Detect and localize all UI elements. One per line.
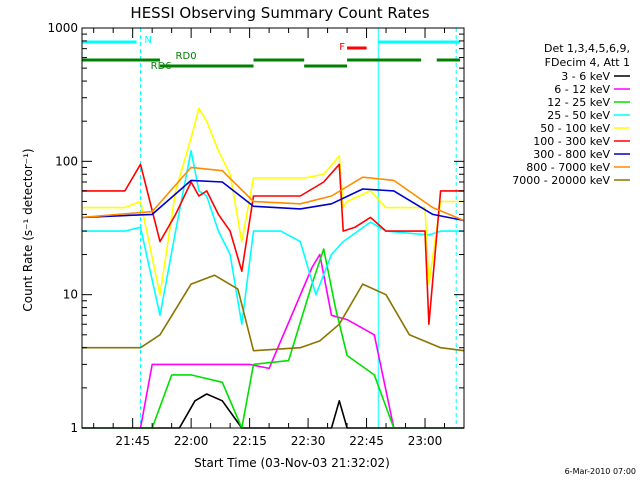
state-label: RD6 xyxy=(151,61,172,72)
legend-label: 7000 - 20000 keV xyxy=(512,174,610,187)
series-line xyxy=(82,253,464,429)
x-tick-label: 22:15 xyxy=(232,434,267,448)
footer-date: 6-Mar-2010 07:00 xyxy=(565,467,636,476)
x-tick-label: 22:45 xyxy=(349,434,384,448)
series-line xyxy=(81,179,465,222)
y-axis: 1 10 100 1000 xyxy=(47,21,464,435)
x-tick-label: 22:30 xyxy=(291,434,326,448)
series-line xyxy=(82,274,465,352)
plot-frame xyxy=(81,27,465,429)
series-line xyxy=(82,248,464,429)
series-line xyxy=(82,107,464,296)
state-label: RD0 xyxy=(176,51,197,62)
plot-area: N RD0 RD6 F xyxy=(81,28,465,429)
x-tick-label: 23:00 xyxy=(408,434,443,448)
x-axis: 21:45 22:00 22:15 22:30 22:45 23:00 xyxy=(93,28,465,448)
x-tick-label: 22:00 xyxy=(174,434,209,448)
x-axis-label: Start Time (03-Nov-03 21:32:02) xyxy=(194,456,390,470)
legend: Det 1,3,4,5,6,9, FDecim 4, Att 1 3 - 6 k… xyxy=(512,42,630,187)
state-label: N xyxy=(144,35,151,46)
state-label: F xyxy=(339,42,345,53)
series-line xyxy=(82,393,464,429)
x-tick-label: 21:45 xyxy=(115,434,150,448)
legend-label: 800 - 7000 keV xyxy=(526,161,610,174)
legend-label: 100 - 300 keV xyxy=(533,135,610,148)
legend-label: 3 - 6 keV xyxy=(561,70,610,83)
legend-label: 6 - 12 keV xyxy=(554,83,610,96)
series-line xyxy=(82,150,464,326)
legend-label: 300 - 800 keV xyxy=(533,148,610,161)
y-tick-label: 10 xyxy=(63,288,78,302)
series-line xyxy=(81,166,465,222)
legend-label: 50 - 100 keV xyxy=(540,122,610,135)
y-tick-label: 1000 xyxy=(47,21,78,35)
y-tick-label: 100 xyxy=(55,154,78,168)
series-line xyxy=(82,163,464,326)
legend-label: 25 - 50 keV xyxy=(547,109,610,122)
y-axis-label: Count Rate (s⁻¹ detector⁻¹) xyxy=(21,148,35,311)
legend-header-line-2: FDecim 4, Att 1 xyxy=(545,56,630,69)
y-tick-label: 1 xyxy=(70,421,78,435)
legend-header-line-1: Det 1,3,4,5,6,9, xyxy=(544,42,630,55)
chart-title: HESSI Observing Summary Count Rates xyxy=(130,4,429,22)
legend-label: 12 - 25 keV xyxy=(547,96,610,109)
